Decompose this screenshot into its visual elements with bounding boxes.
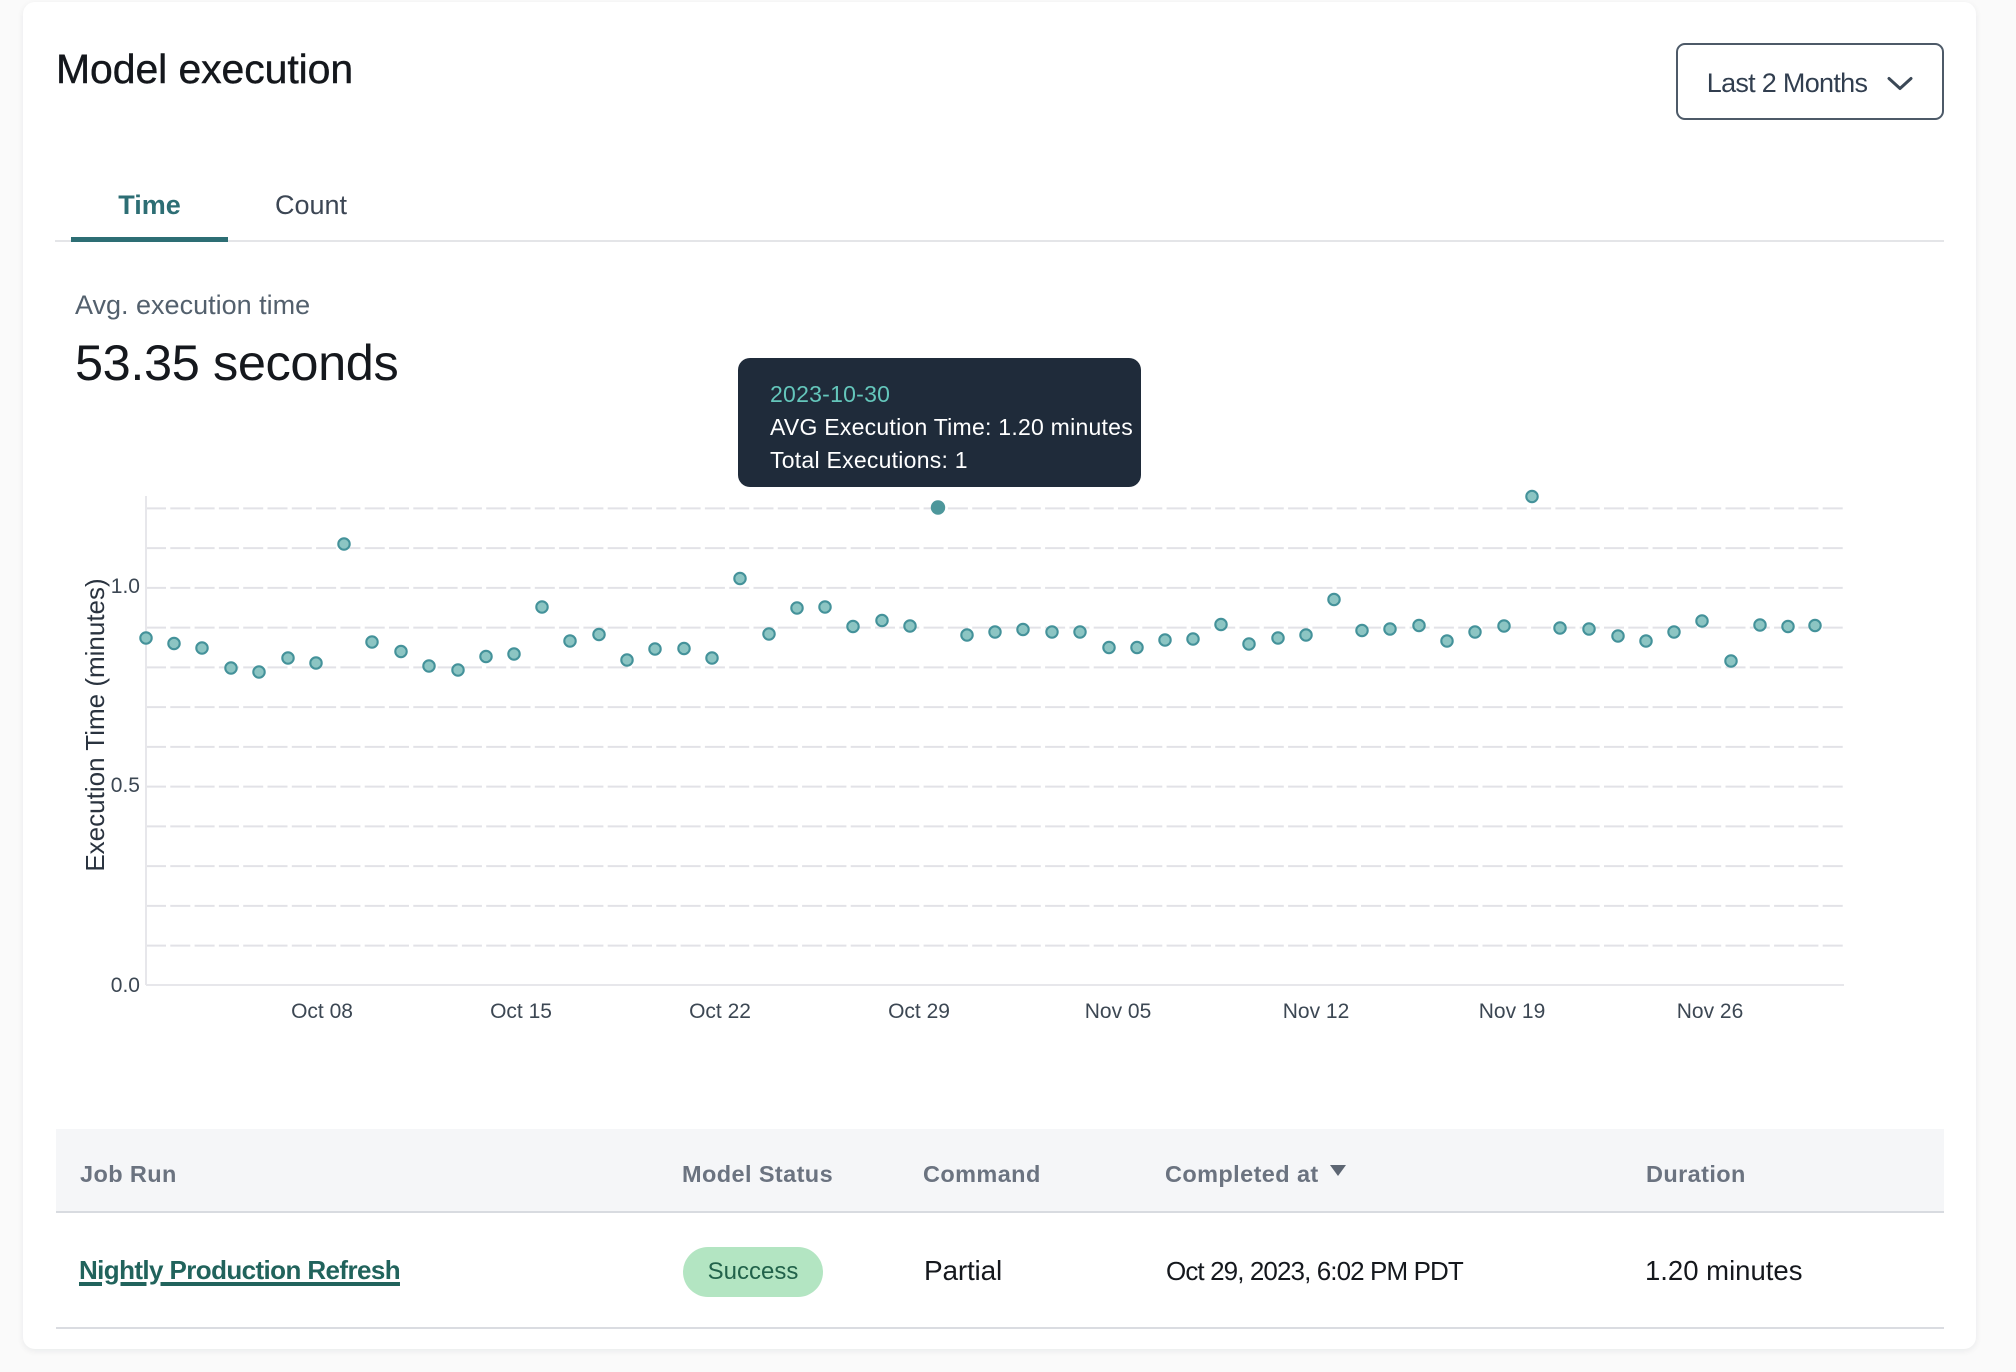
svg-text:0.0: 0.0 xyxy=(111,974,140,997)
svg-text:Nov 26: Nov 26 xyxy=(1677,1000,1744,1023)
svg-text:Nov 12: Nov 12 xyxy=(1283,1000,1350,1023)
svg-text:0.5: 0.5 xyxy=(111,774,140,797)
svg-text:Oct 08: Oct 08 xyxy=(291,1000,353,1023)
svg-text:Oct 29: Oct 29 xyxy=(888,1000,950,1023)
svg-text:Oct 22: Oct 22 xyxy=(689,1000,751,1023)
svg-text:Oct 15: Oct 15 xyxy=(490,1000,552,1023)
svg-text:1.0: 1.0 xyxy=(111,575,140,598)
svg-text:Nov 19: Nov 19 xyxy=(1479,1000,1546,1023)
svg-text:Nov 05: Nov 05 xyxy=(1085,1000,1152,1023)
svg-text:Execution Time (minutes): Execution Time (minutes) xyxy=(80,578,110,871)
